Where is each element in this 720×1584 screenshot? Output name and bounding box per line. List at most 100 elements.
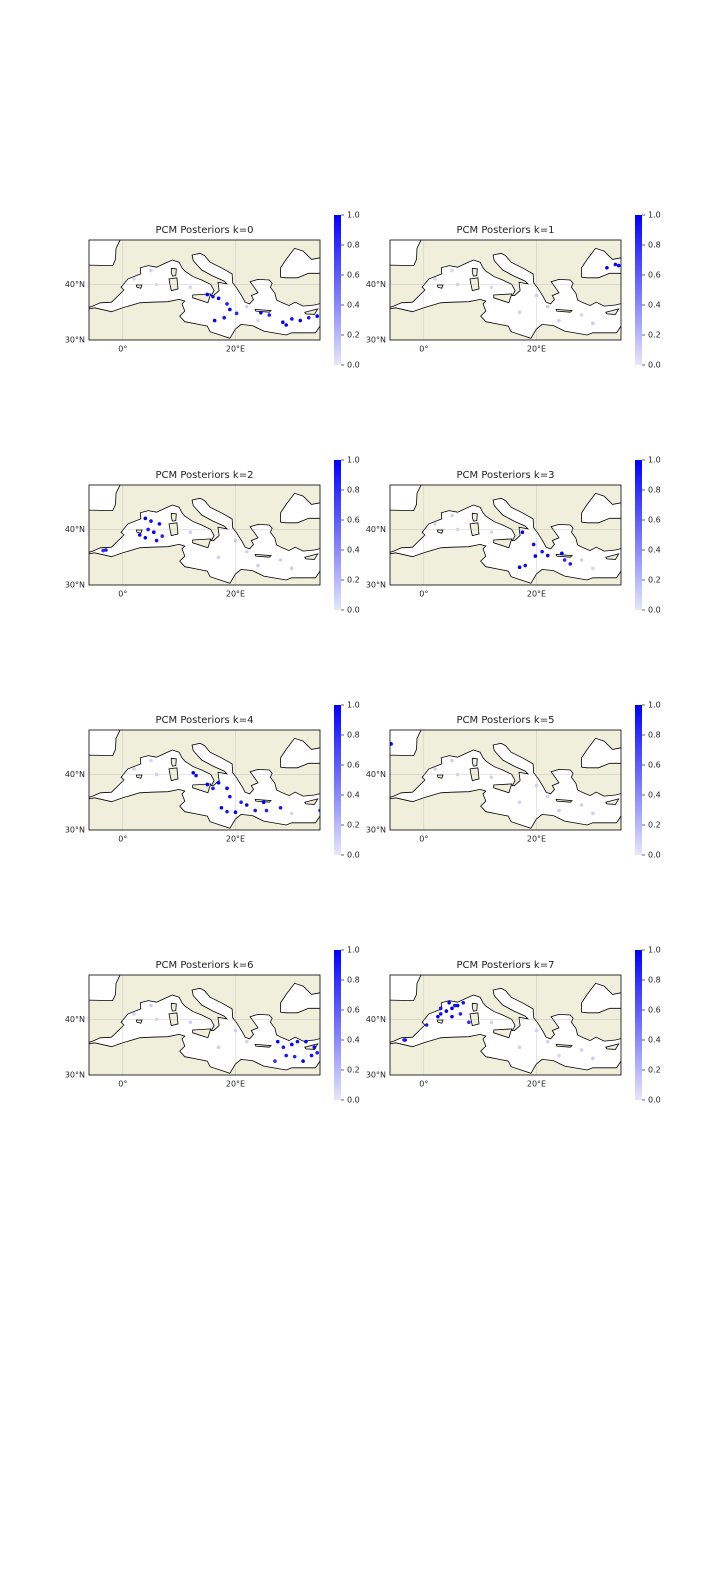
- island: [469, 1012, 480, 1027]
- map-panel: PCM Posteriors k=0 0° 20°E 30°N 40°N 0.0 0.2 0.…: [65, 211, 360, 370]
- island: [471, 267, 478, 277]
- data-point: [143, 516, 148, 521]
- island: [493, 538, 513, 549]
- data-point: [534, 1028, 539, 1033]
- colorbar-tick-label: 0.6: [648, 271, 661, 280]
- y-tick-label: 30°N: [65, 581, 85, 590]
- panel-title: PCM Posteriors k=5: [457, 715, 555, 726]
- island: [605, 553, 620, 560]
- colorbar-tick-label: 1.0: [347, 701, 360, 710]
- data-point: [225, 302, 229, 306]
- data-point: [137, 533, 142, 537]
- data-point: [233, 538, 238, 543]
- colorbar-tick-label: 0.4: [648, 301, 661, 310]
- colorbar-tick-label: 0.4: [648, 791, 661, 800]
- sea: [581, 737, 621, 769]
- y-tick-label: 40°N: [366, 280, 386, 289]
- data-point: [205, 782, 210, 787]
- data-point: [318, 808, 320, 813]
- data-point: [306, 315, 311, 320]
- map-area: [390, 975, 621, 1075]
- data-point: [298, 318, 303, 323]
- map-area: [89, 975, 320, 1075]
- colorbar-tick-label: 0.6: [648, 1006, 661, 1015]
- y-tick-label: 30°N: [366, 581, 386, 590]
- data-point: [450, 268, 454, 273]
- island: [135, 284, 143, 289]
- colorbar-tick-label: 0.6: [347, 271, 360, 280]
- data-point: [455, 1003, 460, 1008]
- data-point: [390, 742, 393, 746]
- colorbar-tick-label: 1.0: [347, 211, 360, 220]
- sea: [581, 247, 621, 279]
- data-point: [211, 786, 215, 791]
- island: [192, 293, 212, 304]
- data-point: [295, 1039, 300, 1044]
- island: [469, 522, 480, 537]
- data-point: [211, 294, 215, 299]
- colorbar-tick-label: 0.2: [648, 1066, 661, 1075]
- colorbar-tick-label: 0.8: [648, 241, 661, 250]
- y-tick-label: 30°N: [65, 336, 85, 345]
- data-point: [315, 1050, 319, 1055]
- x-tick-label: 0°: [118, 835, 127, 844]
- data-point: [433, 522, 437, 526]
- data-point: [403, 1038, 408, 1042]
- panel-title: PCM Posteriors k=0: [156, 225, 254, 236]
- data-point: [534, 783, 539, 788]
- island: [436, 1019, 444, 1024]
- island: [605, 308, 620, 315]
- x-tick-label: 0°: [118, 345, 127, 354]
- data-point: [591, 1056, 595, 1061]
- island: [471, 757, 478, 767]
- data-point: [292, 1054, 297, 1059]
- y-tick-label: 30°N: [65, 826, 85, 835]
- data-point: [436, 1014, 440, 1019]
- colorbar: [635, 950, 642, 1100]
- data-point: [188, 530, 193, 535]
- colorbar-tick-label: 0.0: [648, 361, 661, 370]
- x-tick-label: 20°E: [226, 590, 245, 599]
- data-point: [284, 323, 288, 327]
- colorbar-tick-label: 1.0: [648, 946, 661, 955]
- colorbar-tick-label: 0.6: [347, 1006, 360, 1015]
- island: [135, 774, 143, 779]
- data-point: [194, 773, 198, 778]
- data-point: [278, 805, 283, 810]
- data-point: [154, 772, 159, 777]
- data-point: [149, 519, 153, 523]
- data-point: [104, 548, 108, 552]
- data-point: [273, 1059, 277, 1063]
- data-point: [267, 313, 272, 317]
- data-point: [591, 811, 595, 816]
- island: [555, 553, 573, 558]
- x-tick-label: 0°: [419, 345, 428, 354]
- data-point: [534, 293, 539, 298]
- colorbar-tick-label: 0.0: [648, 1096, 661, 1105]
- island: [192, 783, 212, 794]
- data-point: [616, 263, 621, 268]
- colorbar-tick-label: 0.8: [648, 731, 661, 740]
- map-area: [390, 485, 621, 585]
- data-point: [444, 1009, 449, 1013]
- map-panel: PCM Posteriors k=4 0° 20°E 30°N 40°N 0.0 0.2 0.…: [65, 701, 360, 860]
- data-point: [188, 1020, 193, 1025]
- x-tick-label: 0°: [118, 1080, 127, 1089]
- x-tick-label: 20°E: [527, 835, 546, 844]
- data-point: [433, 767, 437, 771]
- sea: [280, 737, 320, 769]
- data-point: [517, 310, 522, 315]
- data-point: [143, 535, 148, 540]
- data-point: [557, 808, 561, 813]
- data-point: [225, 786, 229, 791]
- colorbar-tick-label: 0.2: [347, 821, 360, 830]
- data-point: [233, 1028, 238, 1033]
- data-point: [188, 285, 193, 290]
- data-point: [309, 1053, 314, 1058]
- data-point: [259, 310, 263, 315]
- map-frame: [389, 729, 622, 831]
- island: [170, 512, 177, 522]
- colorbar: [334, 950, 341, 1100]
- sea: [280, 247, 320, 279]
